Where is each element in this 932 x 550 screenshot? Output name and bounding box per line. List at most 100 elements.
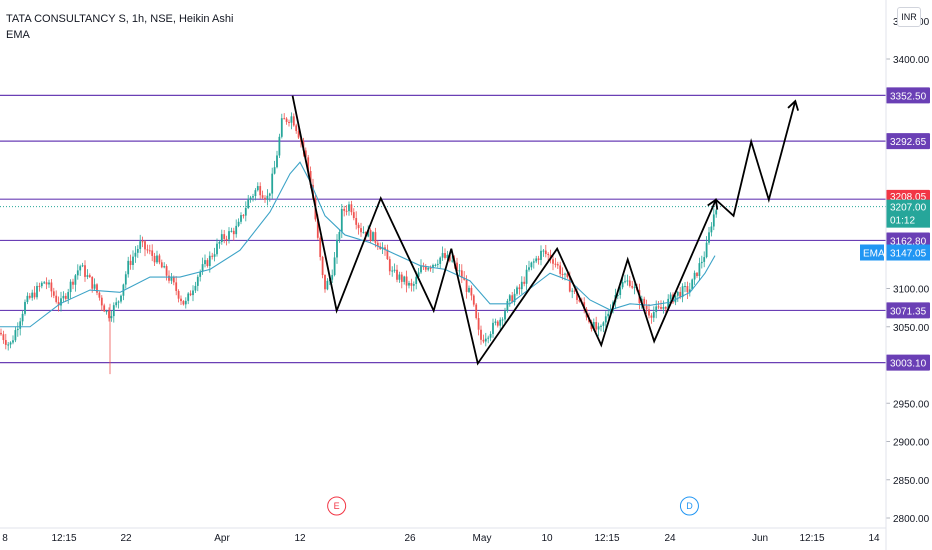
candle-body [175, 282, 178, 291]
currency-button[interactable]: INR [897, 7, 921, 27]
candle-body [19, 321, 22, 329]
candle-body [679, 291, 682, 298]
y-tick-label: 2850.00 [893, 476, 930, 487]
y-tick-label: 2950.00 [893, 399, 930, 410]
candle-body [448, 254, 451, 261]
chart-title: TATA CONSULTANCY S, 1h, NSE, Heikin Ashi [6, 13, 234, 25]
time-axis[interactable]: 8 12:15 22 Apr 12 26 May 10 12:15 24 Jun 12:15 14 [0, 527, 932, 550]
candle-body [602, 322, 605, 326]
candle-body [573, 290, 576, 292]
x-tick-label: 12:15 [799, 533, 824, 544]
candle-body [631, 285, 634, 288]
candle-body [259, 186, 262, 196]
candle-body [60, 298, 62, 306]
candle-body [700, 261, 703, 264]
level-tag: 3352.50 [886, 87, 930, 104]
candle-body [568, 277, 571, 292]
candle-body [715, 210, 718, 215]
candle-body [398, 274, 401, 280]
candle-body [132, 256, 134, 265]
candle-body [451, 260, 454, 262]
indicator-label[interactable]: EMA [6, 29, 30, 41]
candle-body [712, 214, 715, 227]
candle-body [420, 266, 422, 273]
candle-body [276, 155, 278, 168]
candle-body [650, 315, 653, 318]
candle-body [513, 293, 516, 303]
candle-body [184, 300, 187, 305]
event-circle[interactable] [327, 496, 347, 516]
candle-body [264, 197, 266, 200]
candle-body [624, 281, 626, 283]
candle-body [388, 259, 391, 272]
candle-body [129, 260, 132, 265]
candle-body [26, 295, 29, 302]
candle-body [268, 193, 271, 196]
x-tick-label: 12:15 [594, 533, 619, 544]
candle-body [194, 285, 197, 291]
y-tick-label: 3400.00 [893, 55, 930, 66]
ema-tag-label-bg [860, 244, 884, 261]
candle-body [218, 242, 221, 244]
candle-body [676, 291, 679, 296]
candle-body [494, 321, 497, 323]
candle-body [619, 287, 622, 295]
level-tag-bg [886, 133, 930, 150]
candle-body [506, 300, 509, 312]
candle-body [124, 274, 127, 285]
candle-body [532, 261, 535, 263]
last-price-tag: 3207.00 01:12 [886, 199, 930, 228]
candle-body [597, 326, 600, 330]
candle-body [657, 306, 660, 308]
x-tick-label: 12:15 [51, 533, 76, 544]
candle-body [110, 316, 113, 319]
x-tick-label: 22 [120, 533, 132, 544]
candle-body [7, 344, 10, 346]
candle-body [396, 269, 398, 280]
candle-body [578, 299, 581, 302]
price-axis[interactable]: 3400.00 3100.00 3050.00 2950.00 2900.00 2850.… [886, 0, 932, 528]
candle-body [91, 277, 94, 289]
candle-body [496, 321, 499, 326]
level-tag: 3292.65 [886, 133, 930, 150]
candle-body [410, 282, 413, 286]
candle-body [244, 208, 247, 216]
candle-body [604, 316, 607, 323]
candle-body [415, 276, 418, 284]
candle-body [345, 210, 348, 212]
candle-body [319, 237, 322, 257]
candle-body [357, 224, 360, 229]
pattern-polyline[interactable] [291, 95, 797, 366]
y-tick-label: 3050.00 [893, 323, 930, 334]
event-marker-e[interactable]: E [327, 496, 347, 516]
candle-body [523, 281, 526, 284]
event-circle[interactable] [679, 496, 699, 516]
candle-body [456, 262, 458, 271]
last-price-text: 3207.00 [890, 203, 927, 214]
event-label: D [686, 501, 693, 511]
candle-body [115, 302, 118, 306]
candle-body [544, 250, 547, 255]
candle-body [705, 242, 708, 258]
candle-body [153, 255, 156, 263]
candle-body [232, 230, 235, 235]
candle-body [333, 257, 336, 276]
candle-body [64, 295, 67, 299]
candle-body [266, 195, 269, 200]
candle-body [487, 337, 490, 339]
event-marker-d[interactable]: D [679, 496, 699, 516]
candle-body [295, 125, 298, 132]
candle-body [31, 292, 34, 298]
candle-body [362, 232, 365, 234]
candles [0, 112, 718, 375]
pattern-drawing[interactable] [291, 95, 799, 366]
candle-body [309, 171, 312, 185]
candle-body [684, 286, 686, 288]
candle-body [352, 212, 355, 219]
candle-body [710, 226, 713, 233]
candle-body [139, 241, 142, 249]
candle-body [528, 267, 530, 270]
candle-body [412, 283, 415, 286]
